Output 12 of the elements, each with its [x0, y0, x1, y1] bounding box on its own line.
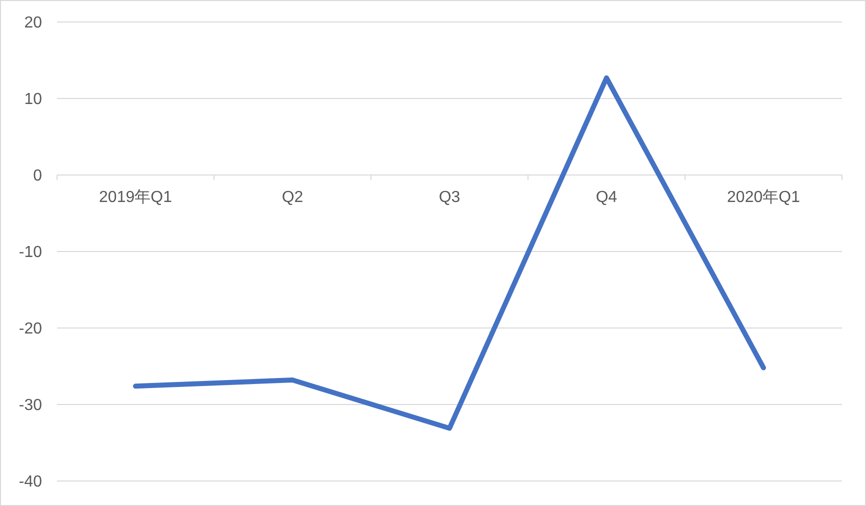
y-tick-label: -30: [18, 397, 42, 414]
x-tick-label: Q3: [438, 189, 460, 206]
x-tick-label: Q2: [282, 189, 304, 206]
y-tick-label: 0: [33, 168, 42, 185]
y-tick-label: -10: [18, 244, 42, 262]
y-tick-label: 10: [24, 91, 42, 108]
y-tick-label: -20: [18, 320, 42, 338]
y-tick-label: 20: [24, 14, 42, 32]
x-tick-label: Q4: [596, 189, 618, 206]
x-tick-label: 2019年Q1: [99, 189, 172, 206]
y-tick-label: -40: [18, 474, 42, 491]
x-tick-label: 2020年Q1: [727, 189, 800, 206]
